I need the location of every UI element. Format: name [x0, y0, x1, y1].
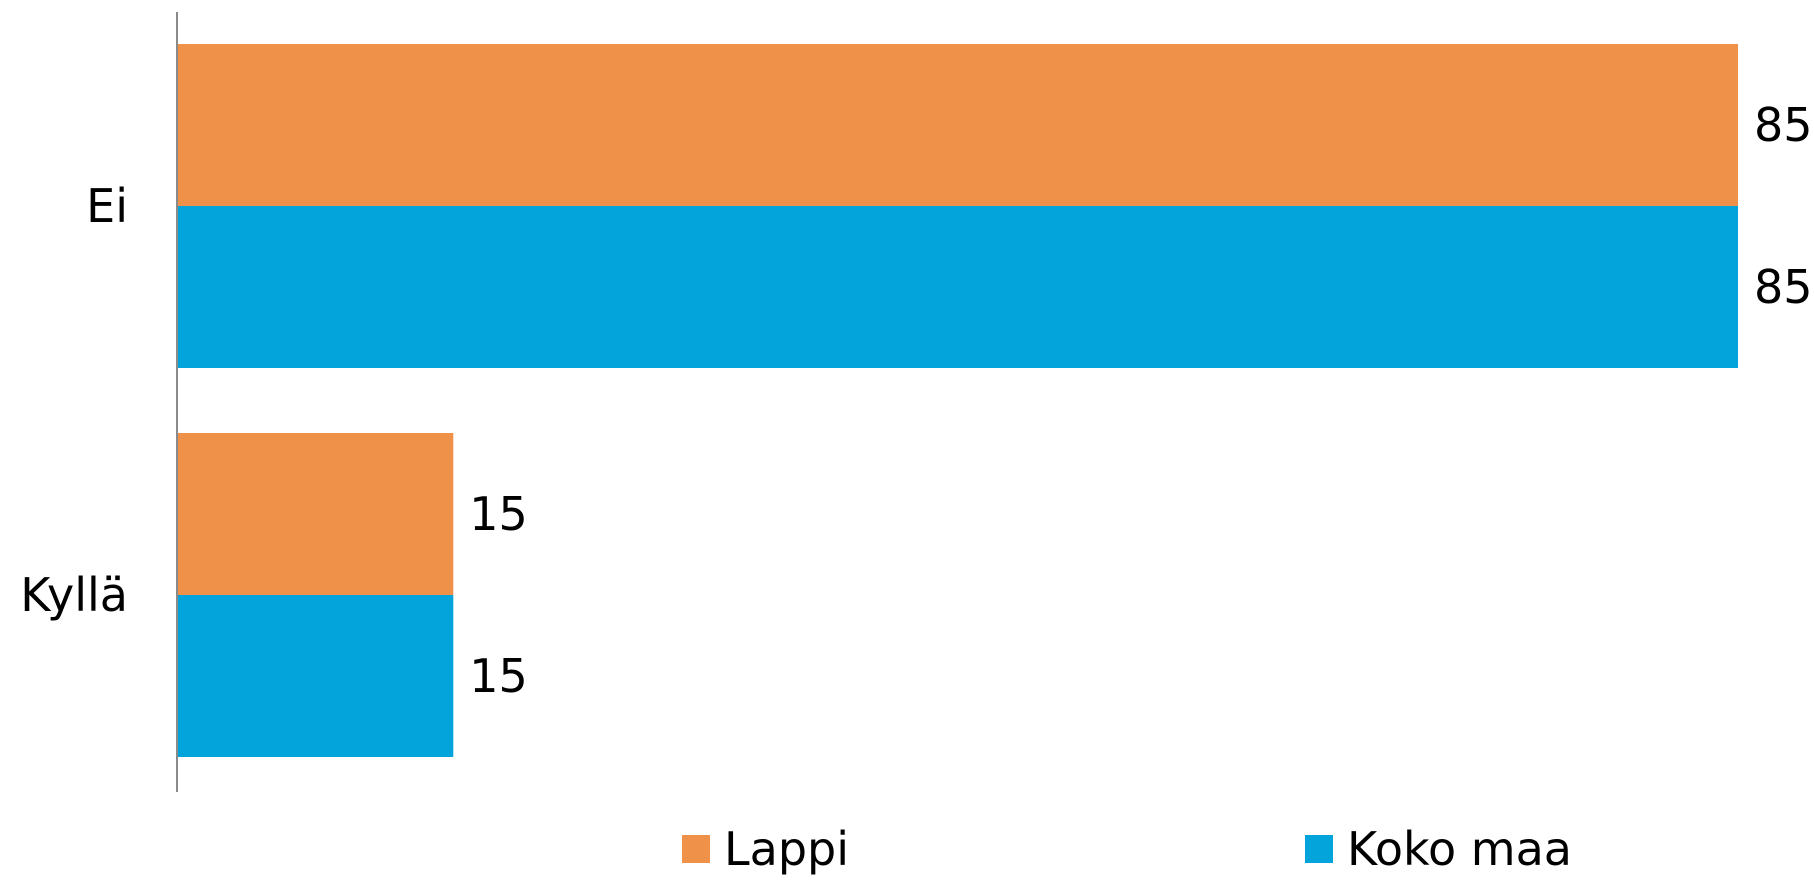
bar-lappi-ei: [178, 44, 1738, 206]
data-label-lappi-ei: 85: [1754, 98, 1813, 152]
bars-group: [178, 44, 1738, 757]
legend-item-koko-maa: Koko maa: [1305, 822, 1572, 876]
data-label-koko-maa-kylla: 15: [469, 649, 528, 703]
legend-item-lappi: Lappi: [682, 822, 849, 876]
legend-swatch-koko-maa: [1305, 835, 1333, 863]
value-labels-group: 85 85 15 15: [469, 98, 1812, 703]
bar-koko-maa-kylla: [178, 595, 454, 757]
bar-chart: 85 85 15 15 Ei Kyllä: [20, 12, 1813, 792]
legend-label-lappi: Lappi: [724, 822, 849, 876]
legend: Lappi Koko maa: [0, 822, 1814, 882]
category-labels-group: Ei Kyllä: [20, 179, 128, 622]
data-label-lappi-kylla: 15: [469, 487, 528, 541]
data-label-koko-maa-ei: 85: [1754, 260, 1813, 314]
category-label-ei: Ei: [86, 179, 128, 233]
category-label-kylla: Kyllä: [20, 568, 128, 622]
bar-lappi-kylla: [178, 433, 454, 595]
bar-koko-maa-ei: [178, 206, 1738, 368]
legend-swatch-lappi: [682, 835, 710, 863]
legend-label-koko-maa: Koko maa: [1347, 822, 1572, 876]
